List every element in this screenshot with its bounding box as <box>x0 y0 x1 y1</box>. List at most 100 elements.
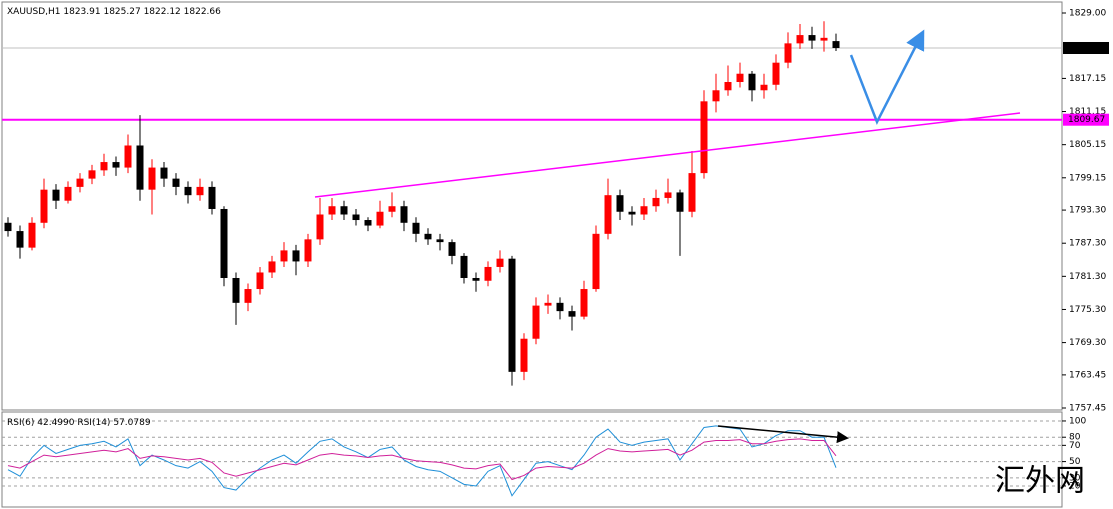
candle-body <box>208 186 216 209</box>
ohlc: 1823.91 <box>63 7 100 17</box>
candle-body <box>640 206 648 215</box>
candle-body <box>688 173 696 212</box>
candle-body <box>748 73 756 91</box>
candle-body <box>196 186 204 196</box>
candle-body <box>772 62 780 85</box>
rsi-line <box>7 438 837 481</box>
candle-body <box>388 206 396 212</box>
divergence-arrow <box>717 425 849 444</box>
y-tick-label: 100 <box>1069 416 1086 426</box>
candle-body <box>268 261 276 273</box>
candle-body <box>556 302 564 312</box>
y-tick-label: 30 <box>1069 473 1081 483</box>
price-label-box <box>1063 41 1109 54</box>
y-tick-label: 1829.00 <box>1069 8 1106 18</box>
candle-body <box>64 186 72 201</box>
candle-body <box>280 250 288 262</box>
y-tick-label: 1757.45 <box>1069 404 1106 414</box>
candle-body <box>544 302 552 306</box>
candle-body <box>220 208 228 278</box>
candle-body <box>676 192 684 212</box>
candle-body <box>700 101 708 174</box>
candle-body <box>340 206 348 215</box>
candle-body <box>88 170 96 179</box>
y-tick-label: 50 <box>1069 457 1081 467</box>
candle-body <box>712 90 720 102</box>
candle-body <box>832 41 840 48</box>
main-panel <box>1 1 1063 411</box>
candle-body <box>592 233 600 290</box>
candle-body <box>400 206 408 223</box>
y-tick-label: 80 <box>1069 433 1081 443</box>
candle-body <box>628 211 636 215</box>
candle-body <box>580 289 588 317</box>
candle-body <box>136 145 144 190</box>
rsi-line <box>7 425 837 497</box>
candle-body <box>316 214 324 240</box>
price-label: 1822.66 <box>1068 43 1105 53</box>
candle-body <box>796 35 804 44</box>
y-tick-label: 1817.15 <box>1069 74 1106 84</box>
legend-name: RSI(14) <box>77 418 110 428</box>
candle-body <box>736 73 744 83</box>
y-tick-label: 1775.30 <box>1069 305 1106 315</box>
candle-body <box>352 214 360 221</box>
candle-body <box>412 222 420 234</box>
candle-body <box>172 178 180 187</box>
candle-body <box>364 220 372 226</box>
candle-body <box>484 266 492 281</box>
y-tick-label: 70 <box>1069 441 1081 451</box>
candle-body <box>448 242 456 256</box>
level-label: 1809.67 <box>1068 115 1105 125</box>
forecast-arrow <box>849 29 925 126</box>
candle-body <box>664 192 672 198</box>
candle-body <box>112 162 120 168</box>
candle-body <box>100 162 108 171</box>
candle-body <box>28 222 36 248</box>
rsi-header: RSI(6) 42.4990 RSI(14) 57.0789 <box>7 418 151 428</box>
ohlc: 1822.12 <box>144 7 181 17</box>
level-label-box <box>1063 113 1109 126</box>
candle-body <box>52 189 60 201</box>
candle-body <box>652 197 660 207</box>
watermark: 汇外网 <box>995 464 1085 499</box>
candle-body <box>184 186 192 196</box>
legend-value: 42.4990 <box>37 418 74 428</box>
candle-body <box>76 178 84 187</box>
candle-body <box>760 84 768 91</box>
candle-body <box>328 206 336 215</box>
legend-name: RSI(6) <box>7 418 34 428</box>
candle-body <box>808 35 816 41</box>
candle-body <box>532 305 540 339</box>
candle-body <box>292 250 300 262</box>
legend-value: 57.0789 <box>113 418 150 428</box>
candle-body <box>820 37 828 41</box>
candle-body <box>604 195 612 234</box>
candle-body <box>424 233 432 240</box>
y-tick-label: 1793.30 <box>1069 206 1106 216</box>
candle-body <box>616 195 624 212</box>
candle-body <box>232 277 240 303</box>
candle-body <box>376 211 384 226</box>
candle-body <box>40 189 48 223</box>
candle-body <box>4 222 12 232</box>
ohlc: 1822.66 <box>184 7 221 17</box>
y-tick-label: 1799.15 <box>1069 173 1106 183</box>
rsi-panel <box>1 411 1063 508</box>
trend-line <box>314 112 1021 198</box>
candle-body <box>460 255 468 278</box>
ohlc: 1825.27 <box>103 7 140 17</box>
candle-body <box>784 43 792 63</box>
candle-body <box>436 239 444 243</box>
candle-body <box>496 258 504 267</box>
candle-body <box>568 311 576 317</box>
y-tick-label: 1763.45 <box>1069 370 1106 380</box>
price-layer: 1829.00 1817.15 1811.15 1805.15 1799.15 1793.… <box>2 8 1109 497</box>
candle-body <box>724 82 732 91</box>
candle-body <box>472 277 480 281</box>
candle-body <box>124 145 132 168</box>
y-tick-label: 1805.15 <box>1069 140 1106 150</box>
candle-body <box>508 258 516 372</box>
candle-body <box>16 231 24 248</box>
